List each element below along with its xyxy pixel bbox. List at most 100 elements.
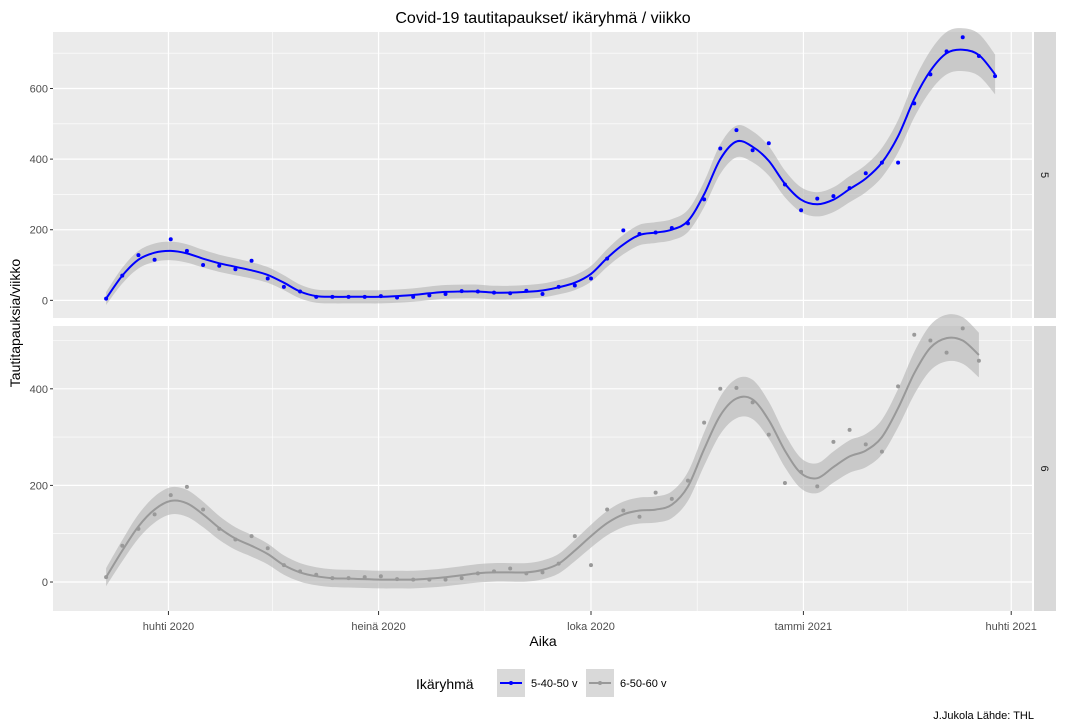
data-point-5 (184, 248, 189, 253)
data-point-5 (782, 182, 787, 187)
data-point-5 (201, 263, 206, 268)
data-point-6 (960, 326, 965, 331)
data-point-5 (233, 267, 238, 272)
data-point-6 (508, 566, 513, 571)
data-point-6 (718, 386, 723, 391)
data-point-6 (443, 577, 448, 582)
data-point-6 (588, 563, 593, 568)
data-point-6 (621, 508, 626, 513)
data-point-6 (928, 338, 933, 343)
data-point-6 (702, 420, 707, 425)
data-point-5 (427, 293, 432, 298)
data-point-5 (508, 291, 513, 296)
x-tick-label: heinä 2020 (351, 621, 405, 633)
data-point-6 (459, 576, 464, 581)
data-point-6 (831, 439, 836, 444)
data-point-5 (605, 256, 610, 261)
caption: J.Jukola Lähde: THL (933, 710, 1034, 722)
data-point-6 (685, 478, 690, 483)
data-point-5 (847, 186, 852, 191)
data-point-5 (702, 197, 707, 202)
data-point-6 (976, 358, 981, 363)
data-point-5 (960, 35, 965, 40)
facet-strip-label: 5 (1038, 172, 1050, 178)
data-point-5 (378, 294, 383, 299)
data-point-6 (184, 484, 189, 489)
data-point-5 (653, 230, 658, 235)
data-point-6 (912, 332, 917, 337)
data-point-6 (346, 576, 351, 581)
data-point-6 (766, 432, 771, 437)
data-point-5 (443, 291, 448, 296)
data-point-6 (120, 543, 125, 548)
data-point-5 (104, 296, 109, 301)
data-point-5 (976, 54, 981, 59)
data-point-6 (168, 493, 173, 498)
data-point-5 (556, 284, 561, 289)
data-point-6 (330, 576, 335, 581)
data-point-5 (637, 231, 642, 236)
data-point-5 (411, 294, 416, 299)
data-point-6 (104, 575, 109, 580)
data-point-6 (475, 571, 480, 576)
data-point-6 (750, 400, 755, 405)
data-point-6 (217, 526, 222, 531)
legend: Ikäryhmä 5-40-50 v 6-50-60 v (416, 669, 667, 697)
y-tick-label: 200 (30, 480, 48, 492)
data-point-5 (766, 141, 771, 146)
y-tick-label: 0 (42, 577, 48, 589)
panel-6: 0 200 400 6 (30, 314, 1056, 611)
data-point-6 (298, 569, 303, 574)
data-point-6 (669, 496, 674, 501)
data-point-6 (265, 546, 270, 551)
facet-strip-label: 6 (1038, 465, 1050, 471)
legend-label-6: 6-50-60 v (620, 678, 667, 690)
chart-title: Covid-19 tautitapaukset/ ikäryhmä / viik… (395, 10, 690, 27)
x-tick-label: huhti 2021 (986, 621, 1037, 633)
legend-entry-5: 5-40-50 v (497, 669, 578, 697)
data-point-5 (168, 237, 173, 242)
data-point-6 (815, 484, 820, 489)
data-point-6 (879, 449, 884, 454)
data-point-6 (378, 574, 383, 579)
data-point-6 (395, 577, 400, 582)
data-point-5 (815, 196, 820, 201)
data-point-5 (879, 160, 884, 165)
y-tick-label: 0 (42, 295, 48, 307)
data-point-6 (653, 490, 658, 495)
data-point-5 (621, 228, 626, 233)
x-tick-label: tammi 2021 (775, 621, 832, 633)
data-point-5 (362, 294, 367, 299)
data-point-5 (346, 294, 351, 299)
data-point-6 (556, 561, 561, 566)
data-point-6 (281, 563, 286, 568)
data-point-5 (912, 101, 917, 106)
data-point-5 (152, 257, 157, 262)
data-point-6 (411, 577, 416, 582)
data-point-5 (136, 253, 141, 258)
data-point-5 (249, 258, 254, 263)
data-point-5 (120, 273, 125, 278)
data-point-5 (993, 74, 998, 79)
data-point-5 (265, 276, 270, 281)
data-point-6 (734, 385, 739, 390)
data-point-6 (944, 350, 949, 355)
data-point-6 (847, 427, 852, 432)
legend-point-5 (509, 681, 513, 685)
data-point-5 (217, 263, 222, 268)
data-point-5 (944, 49, 949, 54)
data-point-6 (492, 569, 497, 574)
data-point-6 (799, 469, 804, 474)
data-point-5 (718, 146, 723, 151)
data-point-5 (492, 290, 497, 295)
data-point-6 (524, 571, 529, 576)
x-tick-label: huhti 2020 (143, 621, 194, 633)
data-point-5 (685, 221, 690, 226)
data-point-6 (572, 534, 577, 539)
legend-point-6 (598, 681, 602, 685)
data-point-5 (395, 295, 400, 300)
data-point-6 (637, 514, 642, 519)
data-point-5 (863, 171, 868, 176)
data-point-5 (298, 289, 303, 294)
